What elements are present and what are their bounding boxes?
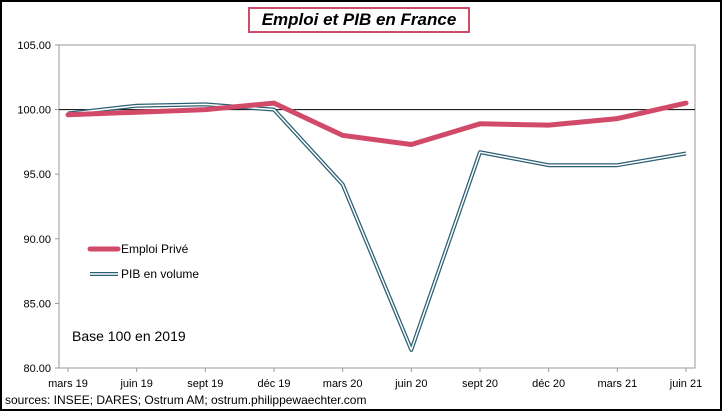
- x-tick-label: sept 19: [187, 378, 223, 390]
- annotation-base: Base 100 en 2019: [72, 328, 186, 344]
- x-tick-label: juin 20: [394, 378, 427, 390]
- legend-label-pib: PIB en volume: [121, 267, 199, 281]
- y-tick-label: 105.00: [17, 40, 51, 52]
- chart-title: Emploi et PIB en France: [261, 10, 457, 29]
- legend: Emploi Privé PIB en volume: [87, 242, 199, 281]
- x-tick-label: mars 20: [323, 378, 363, 390]
- chart-title-box: Emploi et PIB en France: [248, 7, 470, 33]
- x-tick-label: mars 21: [597, 378, 637, 390]
- x-tick-label: déc 19: [257, 378, 290, 390]
- x-tick-label: mars 19: [48, 378, 88, 390]
- y-tick-label: 100.00: [17, 105, 51, 117]
- legend-item-pib: PIB en volume: [90, 267, 199, 281]
- series-layer: [65, 100, 689, 352]
- y-tick-label: 90.00: [23, 234, 51, 246]
- x-tick-label: déc 20: [532, 378, 565, 390]
- source-note: sources: INSEE; DARES; Ostrum AM; ostrum…: [5, 393, 366, 407]
- y-tick-label: 85.00: [23, 298, 51, 310]
- y-tick-label: 95.00: [23, 169, 51, 181]
- x-tick-label: sept 20: [462, 378, 498, 390]
- legend-label-emploi: Emploi Privé: [121, 242, 189, 256]
- legend-item-emploi: Emploi Privé: [87, 242, 189, 256]
- x-axis: mars 19 juin 19 sept 19 déc 19 mars 20 juin 2…: [48, 368, 702, 390]
- plot-area: [58, 44, 696, 369]
- y-tick-label: 80.00: [23, 363, 51, 375]
- x-tick-label: juin 21: [669, 378, 702, 390]
- y-axis: 105.00 100.00 95.00 90.00 85.00 80.00: [17, 40, 59, 375]
- x-tick-label: juin 19: [119, 378, 152, 390]
- series-line-pib-core: [67, 103, 687, 351]
- series-line-emploi: [65, 100, 689, 147]
